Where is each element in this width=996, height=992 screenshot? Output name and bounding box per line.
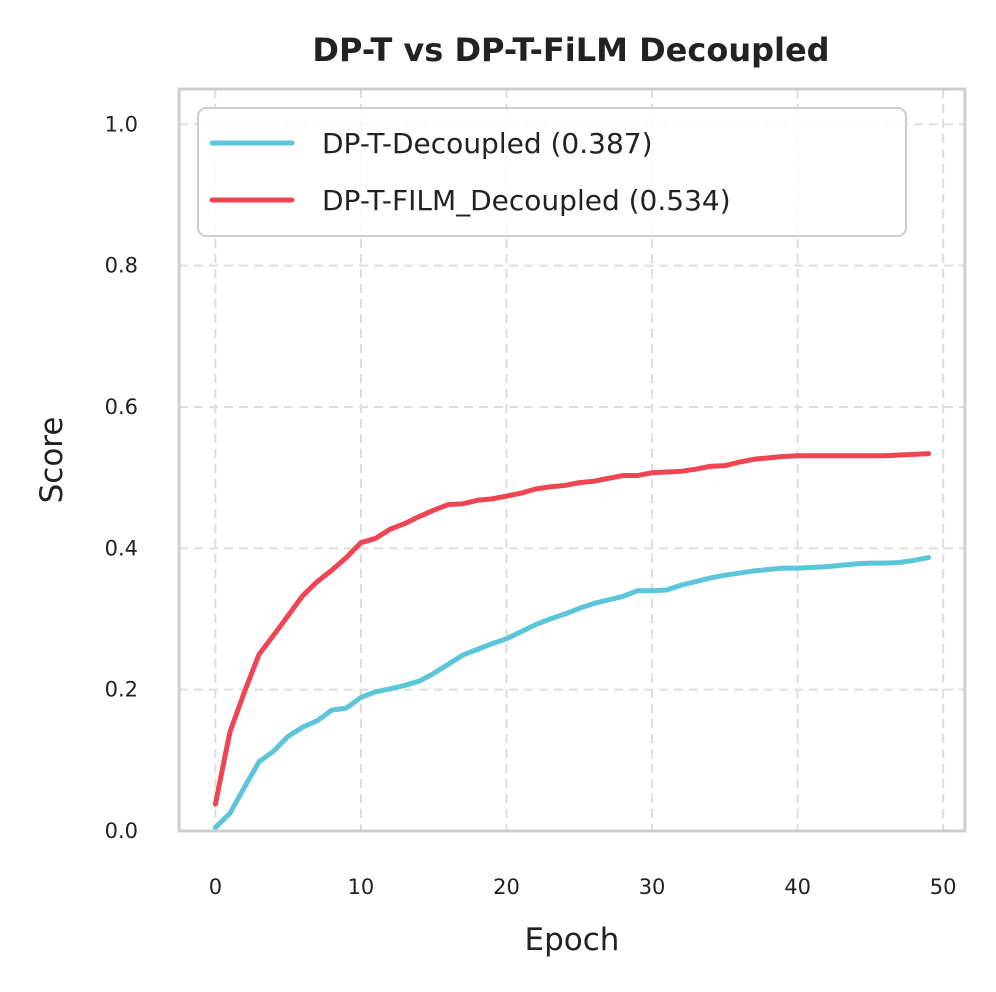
legend-label-2: DP-T-FILM_Decoupled (0.534) <box>322 184 731 217</box>
x-tick-label: 30 <box>639 875 666 899</box>
y-ticks: 0.0 0.2 0.4 0.6 0.8 1.0 <box>105 112 138 843</box>
series-line-2 <box>212 451 932 807</box>
x-axis-label: Epoch <box>525 922 620 958</box>
legend: DP-T-Decoupled (0.387) DP-T-FILM_Decouple… <box>197 107 907 237</box>
y-tick-label: 0.4 <box>105 536 138 560</box>
y-tick-label: 0.0 <box>105 819 138 843</box>
y-axis-label: Score <box>34 417 70 504</box>
x-tick-label: 40 <box>784 875 811 899</box>
plot-frame <box>177 87 967 833</box>
y-tick-label: 0.8 <box>105 254 138 278</box>
y-tick-label: 1.0 <box>105 112 138 136</box>
chart-title: DP-T vs DP-T-FiLM Decoupled <box>312 31 829 69</box>
legend-label-1: DP-T-Decoupled (0.387) <box>322 127 653 160</box>
y-tick-label: 0.2 <box>105 678 138 702</box>
x-tick-label: 0 <box>209 875 222 899</box>
series-layer <box>212 451 932 830</box>
x-ticks: 0 10 20 30 40 50 <box>209 875 957 899</box>
x-tick-label: 20 <box>493 875 520 899</box>
x-tick-label: 50 <box>930 875 957 899</box>
y-tick-label: 0.6 <box>105 395 138 419</box>
series-line-1 <box>212 555 932 830</box>
legend-box <box>197 107 907 237</box>
x-tick-label: 10 <box>348 875 375 899</box>
